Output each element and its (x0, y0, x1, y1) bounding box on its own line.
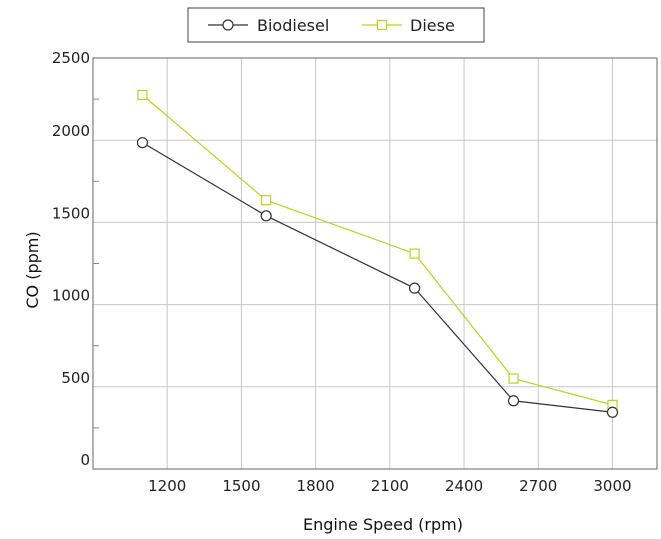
data-point (408, 282, 421, 294)
legend-circle-marker (222, 19, 234, 31)
data-point (606, 406, 619, 418)
y-tick-labels: 0 500 1000 1500 2000 2500 (52, 49, 90, 469)
legend-label-biodiesel: Biodiesel (257, 16, 329, 35)
data-point (507, 395, 520, 407)
y-tick-label: 1000 (52, 287, 90, 305)
series-biodiesel (136, 137, 619, 418)
legend: Biodiesel Diese (187, 7, 485, 43)
legend-square-marker (376, 19, 388, 31)
x-tick-labels: 1200 1500 1800 2100 2400 2700 3000 (148, 477, 631, 495)
data-point (260, 210, 272, 222)
data-point (508, 373, 519, 384)
x-tick-label: 1500 (222, 477, 260, 495)
x-tick-label: 2100 (371, 477, 409, 495)
x-tick-label: 1800 (297, 477, 335, 495)
legend-item-biodiesel: Biodiesel (208, 16, 329, 35)
data-point (409, 248, 420, 259)
data-point (261, 195, 272, 206)
x-tick-label: 2700 (519, 477, 557, 495)
y-tick-label: 500 (61, 369, 90, 387)
legend-label-diese: Diese (410, 16, 455, 35)
y-axis-title: CO (ppm) (23, 231, 42, 308)
y-minor-ticks (93, 98, 99, 429)
legend-item-diese: Diese (362, 16, 455, 35)
x-tick-label: 2400 (445, 477, 483, 495)
x-tick-label: 1200 (148, 477, 186, 495)
series-layer (136, 89, 619, 418)
data-point (137, 89, 148, 101)
y-tick-label: 2000 (52, 122, 90, 140)
y-tick-label: 1500 (52, 204, 90, 222)
y-tick-label: 0 (80, 451, 90, 469)
series-diese (137, 89, 618, 410)
y-tick-label: 2500 (52, 49, 90, 67)
x-axis-title: Engine Speed (rpm) (303, 515, 463, 534)
x-tick-label: 3000 (593, 477, 631, 495)
data-point (136, 137, 149, 149)
